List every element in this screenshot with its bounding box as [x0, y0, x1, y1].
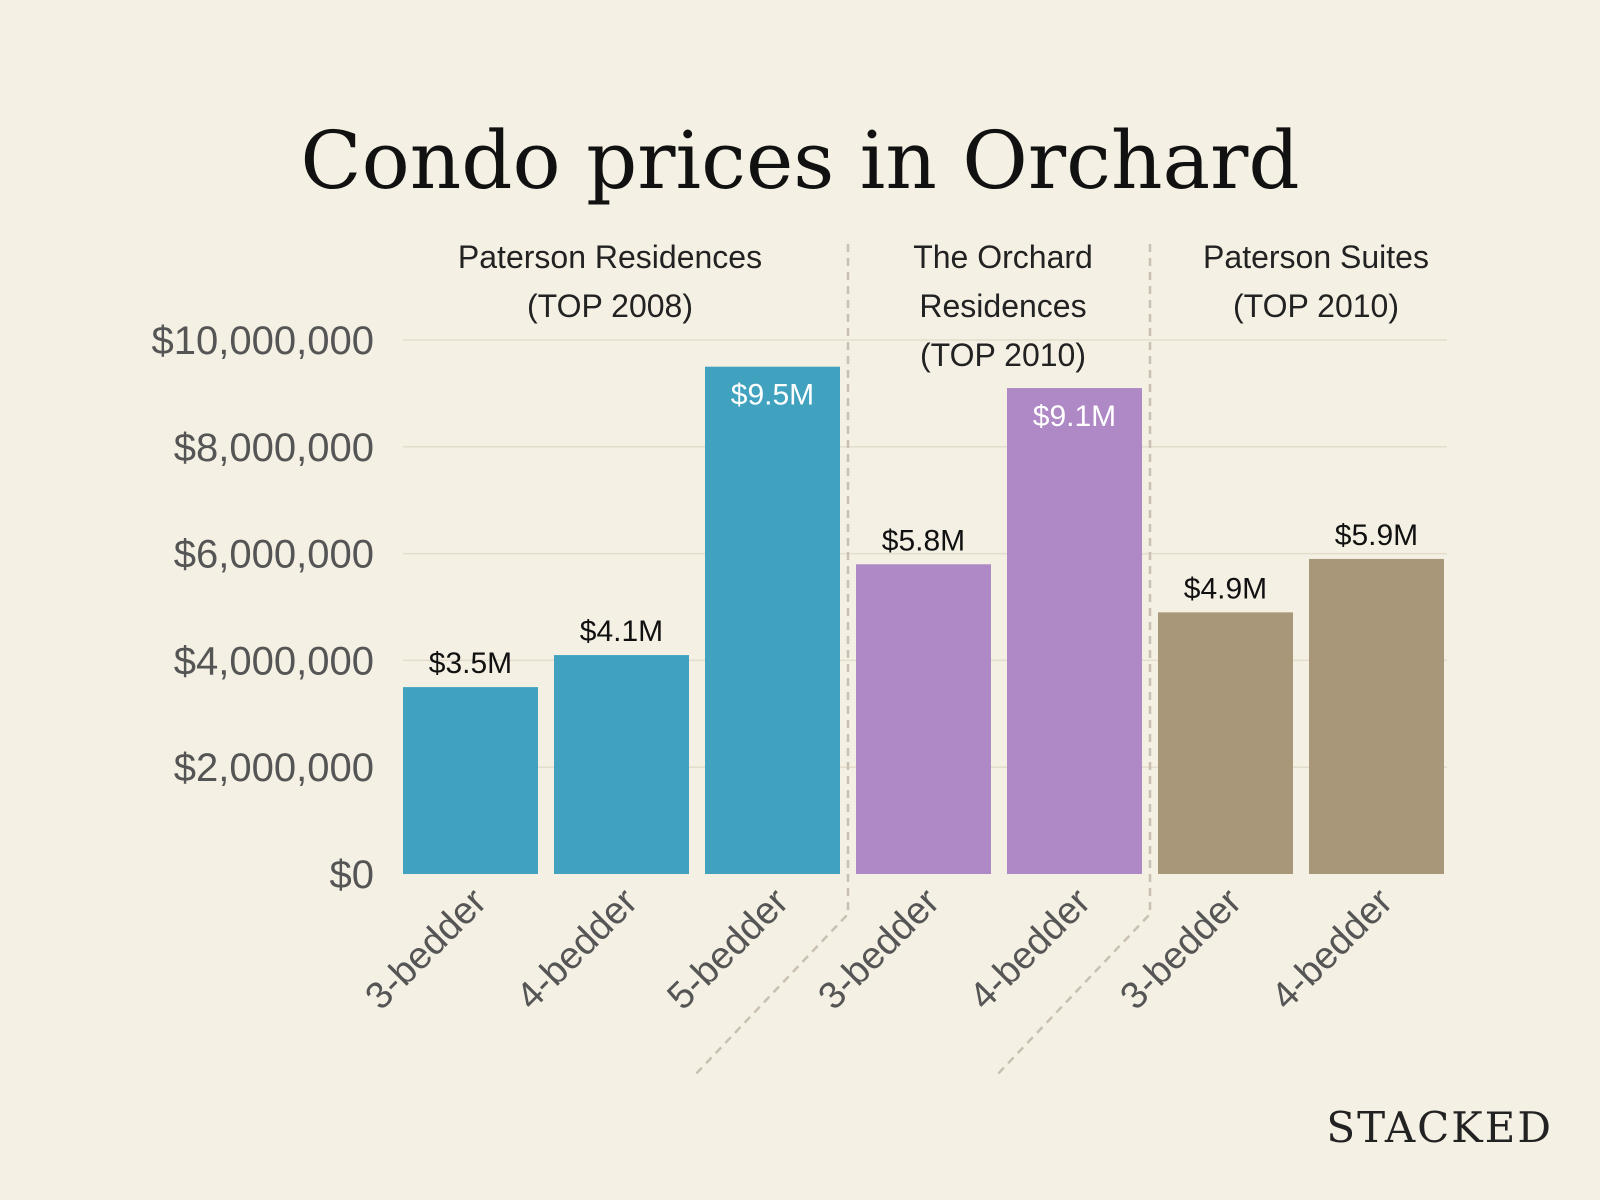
bar: [554, 655, 689, 874]
y-tick-label: $8,000,000: [174, 426, 374, 470]
group-label: Residences: [919, 288, 1086, 324]
group-label: (TOP 2010): [920, 337, 1086, 373]
group-label: (TOP 2010): [1233, 288, 1399, 324]
group-divider: [692, 244, 850, 1078]
bar: [1309, 558, 1444, 874]
group-label: The Orchard: [913, 239, 1093, 275]
category-label: 4-bedder: [962, 880, 1100, 1018]
category-label: 5-bedder: [660, 880, 798, 1018]
category-label: 4-bedder: [1264, 880, 1402, 1018]
y-axis: $0 $2,000,000 $4,000,000 $6,000,000 $8,000,0…: [152, 319, 374, 897]
bars: $3.5M $4.1M $9.5M $5.8M $9.1M $4.9M $5.9M: [403, 366, 1444, 874]
bar: [856, 564, 991, 874]
group-label: Paterson Suites: [1203, 239, 1429, 275]
y-tick-label: $2,000,000: [174, 746, 374, 790]
data-label: $9.5M: [731, 379, 814, 412]
data-label: $4.1M: [580, 615, 663, 648]
category-labels: 3-bedder 4-bedder 5-bedder 3-bedder 4-bedder…: [358, 880, 1402, 1018]
category-label: 3-bedder: [358, 880, 496, 1018]
data-label: $4.9M: [1184, 572, 1267, 605]
data-label: $5.9M: [1335, 519, 1418, 552]
y-tick-label: $6,000,000: [174, 533, 374, 577]
group-label: (TOP 2008): [527, 288, 693, 324]
chart-title: Condo prices in Orchard: [300, 114, 1299, 207]
bar: [403, 687, 538, 874]
group-label: Paterson Residences: [458, 239, 762, 275]
data-label: $3.5M: [429, 647, 512, 680]
category-label: 3-bedder: [1113, 880, 1251, 1018]
data-label: $9.1M: [1033, 400, 1116, 433]
y-tick-label: $10,000,000: [152, 319, 374, 363]
brand-logo: STACKED: [1326, 1103, 1553, 1152]
y-tick-label: $4,000,000: [174, 639, 374, 683]
group-dividers: [692, 244, 1152, 1078]
data-label: $5.8M: [882, 524, 965, 557]
bar: [1007, 388, 1142, 874]
group-labels: Paterson Residences (TOP 2008) The Orchard…: [458, 239, 1429, 373]
category-label: 3-bedder: [811, 880, 949, 1018]
y-tick-label: $0: [330, 853, 375, 897]
group-divider: [994, 244, 1152, 1078]
bar: [705, 366, 840, 874]
bar: [1158, 612, 1293, 874]
category-label: 4-bedder: [509, 880, 647, 1018]
